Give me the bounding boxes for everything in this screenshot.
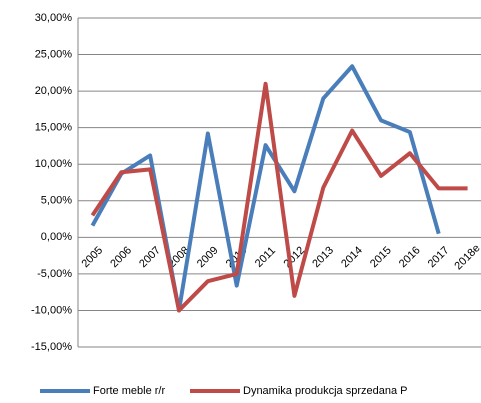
y-tick-label: -10,00% (31, 304, 72, 316)
x-tick-label: 2018e (452, 242, 481, 272)
y-tick-label: -5,00% (37, 268, 72, 280)
x-tick-label: 2015 (368, 244, 394, 270)
x-tick-label: 2014 (339, 244, 365, 270)
series-line (90, 64, 441, 313)
y-tick-label: 0,00% (41, 231, 72, 243)
y-tick-label: -15,00% (31, 341, 72, 353)
legend-label: Dynamika produkcja sprzedana P (243, 385, 407, 397)
legend-label: Forte meble r/r (93, 385, 165, 397)
x-tick-label: 2009 (195, 244, 221, 270)
x-tick-label: 2005 (79, 244, 105, 270)
series-line (90, 81, 468, 313)
y-tick-label: 20,00% (35, 85, 73, 97)
x-tick-label: 2013 (310, 244, 336, 270)
x-tick-label: 2011 (253, 245, 278, 270)
x-tick-label: 2017 (426, 244, 452, 270)
x-tick-label: 2007 (137, 244, 163, 270)
x-tick-label: 2006 (108, 244, 134, 270)
y-tick-label: 5,00% (41, 195, 72, 207)
y-tick-label: 15,00% (35, 122, 73, 134)
y-tick-label: 25,00% (35, 48, 73, 60)
x-tick-label: 2016 (397, 244, 423, 270)
y-tick-label: 10,00% (35, 158, 73, 170)
y-tick-label: 30,00% (35, 12, 73, 24)
